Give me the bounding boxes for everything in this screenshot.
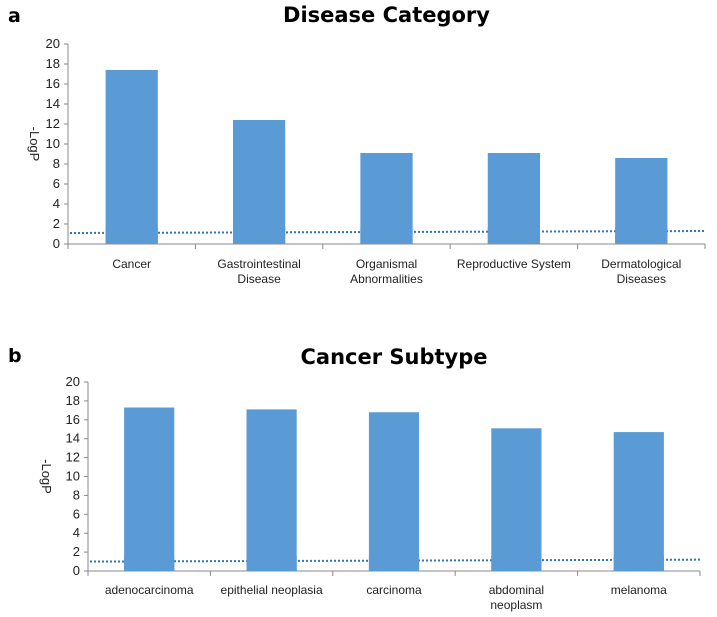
panel-label: a <box>8 5 21 27</box>
y-tick-label: 20 <box>46 36 60 51</box>
bar-base <box>615 227 668 244</box>
x-category-label: Disease <box>237 272 281 286</box>
y-tick-label: 8 <box>53 156 60 171</box>
y-axis-label: -LogP <box>27 127 42 162</box>
bar-base <box>232 227 286 244</box>
y-tick-label: 12 <box>66 450 80 465</box>
bar-base <box>491 555 542 571</box>
y-tick-label: 14 <box>66 431 80 446</box>
y-tick-label: 18 <box>46 56 60 71</box>
y-tick-label: 4 <box>53 196 60 211</box>
y-tick-label: 10 <box>46 136 60 151</box>
bar-base <box>613 555 664 571</box>
x-category-label: epithelial neoplasia <box>221 583 323 597</box>
y-tick-label: 6 <box>73 506 80 521</box>
x-category-label: melanoma <box>611 583 667 597</box>
y-tick-label: 10 <box>66 469 80 484</box>
x-category-label: Abnormalities <box>350 272 423 286</box>
y-tick-label: 18 <box>66 393 80 408</box>
y-axis-label: -LogP <box>39 459 54 494</box>
x-category-label: abdominal <box>489 583 544 597</box>
x-category-label: Dermatological <box>601 257 681 271</box>
bar-adenocarcinoma <box>124 407 175 571</box>
y-tick-label: 14 <box>46 96 60 111</box>
bar-melanoma <box>613 432 664 571</box>
x-category-label: Diseases <box>617 272 666 286</box>
x-category-label: Organismal <box>356 257 417 271</box>
bar-cancer <box>105 70 158 244</box>
bar-carcinoma <box>368 412 420 571</box>
x-category-label: carcinoma <box>366 583 422 597</box>
panel-label: b <box>8 345 22 367</box>
bar-base <box>368 555 420 571</box>
bar-base <box>487 227 541 244</box>
bar-base <box>105 227 158 244</box>
bar-base <box>360 227 413 244</box>
x-category-label: Cancer <box>112 257 151 271</box>
chart-title: Disease Category <box>283 3 490 27</box>
y-tick-label: 0 <box>73 563 80 578</box>
x-category-label: neoplasm <box>490 598 542 612</box>
y-tick-label: 2 <box>73 544 80 559</box>
bar-base <box>124 555 175 571</box>
y-tick-label: 0 <box>53 236 60 251</box>
bar-epithelial-neoplasia <box>246 409 297 571</box>
y-tick-label: 8 <box>73 487 80 502</box>
x-category-label: adenocarcinoma <box>105 583 194 597</box>
y-tick-label: 2 <box>53 216 60 231</box>
y-tick-label: 6 <box>53 176 60 191</box>
bar-abdominal-neoplasm <box>491 428 542 571</box>
y-tick-label: 4 <box>73 525 80 540</box>
x-category-label: Reproductive System <box>457 257 571 271</box>
bar-gastrointestinal-disease <box>232 120 286 244</box>
x-category-label: Gastrointestinal <box>217 257 300 271</box>
y-tick-label: 16 <box>66 412 80 427</box>
y-tick-label: 12 <box>46 116 60 131</box>
chart-title: Cancer Subtype <box>300 345 487 369</box>
bar-base <box>246 555 297 571</box>
y-tick-label: 20 <box>66 374 80 389</box>
y-tick-label: 16 <box>46 76 60 91</box>
